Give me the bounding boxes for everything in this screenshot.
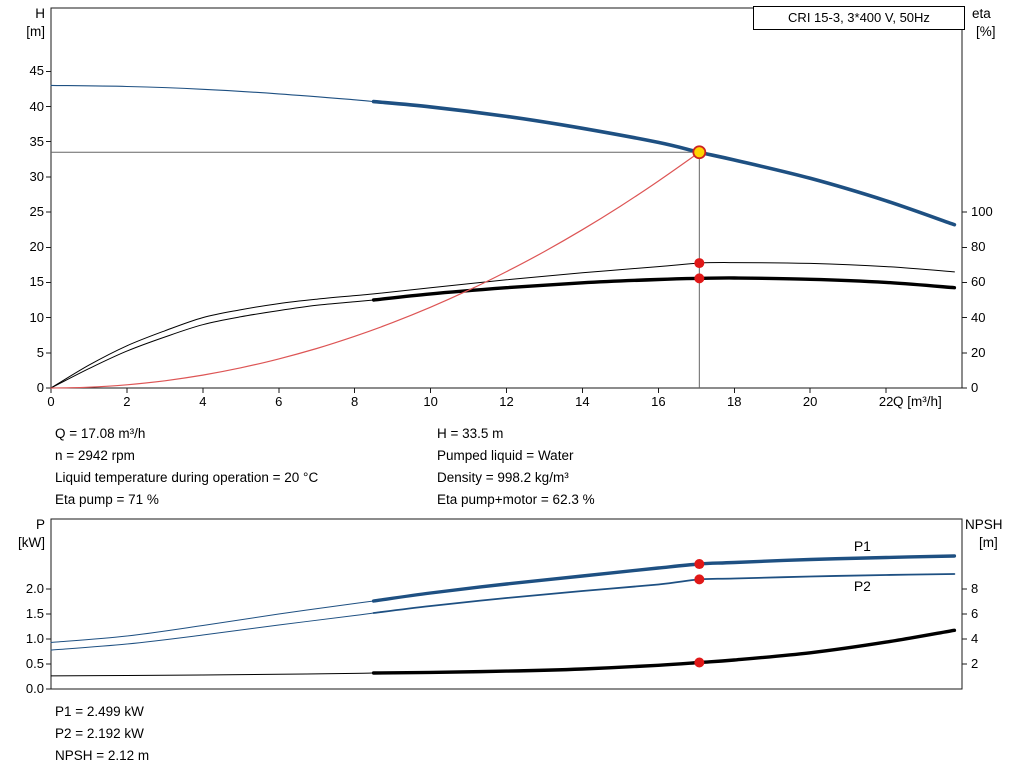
- liquid-temp-text: Liquid temperature during operation = 20…: [55, 470, 319, 485]
- power-npsh-chart-frame: [50, 518, 963, 690]
- eta-pump-curve: [50, 262, 955, 389]
- q-axis-label: Q [m³/h]: [893, 394, 942, 409]
- npsh-curve-thin: [50, 672, 375, 677]
- npsh-curve: [371, 628, 957, 675]
- y-right-tick-label: 60: [971, 274, 986, 290]
- h-axis-letter: H: [35, 6, 45, 21]
- x-tick-label: 10: [423, 394, 438, 409]
- y-left-tick-label: 35: [29, 133, 44, 149]
- p1-curve: [371, 554, 957, 603]
- y-left-tick-label: 1.5: [25, 606, 44, 621]
- y-left-tick-label: 5: [36, 344, 44, 360]
- head-curve: [371, 99, 957, 227]
- y-left-tick-label: 20: [29, 239, 44, 255]
- x-tick-label: 2: [123, 394, 131, 409]
- eta-pump-motor-curve: [371, 276, 957, 302]
- y-right-tick-label: 4: [971, 631, 979, 646]
- curve-label-p1: P1: [853, 537, 871, 554]
- x-tick-label: 18: [727, 394, 742, 409]
- p2-dot: [694, 574, 705, 585]
- y-right-tick-label: 20: [971, 344, 986, 360]
- p1-dot: [694, 559, 705, 570]
- h-axis-unit: [m]: [26, 24, 45, 39]
- y-left-tick-label: 0: [36, 380, 44, 395]
- x-tick-label: 4: [199, 394, 207, 409]
- p1-value-text: P1 = 2.499 kW: [55, 704, 144, 719]
- eta-pump-motor-text: Eta pump+motor = 62.3 %: [437, 492, 595, 507]
- y-right-tick-label: 100: [971, 204, 993, 220]
- npsh-dot: [694, 657, 705, 668]
- y-left-tick-label: 2.0: [25, 581, 44, 596]
- eta-axis-letter: eta: [972, 6, 991, 21]
- x-tick-label: 0: [47, 394, 55, 409]
- p-axis-unit: [kW]: [18, 535, 45, 550]
- p-axis-letter: P: [35, 517, 45, 532]
- pumped-liquid-text: Pumped liquid = Water: [437, 448, 574, 463]
- duty-h-text: H = 33.5 m: [437, 426, 504, 441]
- y-left-tick-label: 0.0: [25, 681, 44, 696]
- y-left-tick-label: 15: [29, 274, 44, 290]
- y-left-tick-label: 10: [29, 309, 44, 325]
- curve-label-p2: P2: [853, 578, 871, 594]
- system-curve: [50, 151, 700, 389]
- x-tick-label: 6: [275, 394, 283, 409]
- y-left-tick-label: 0.5: [25, 656, 44, 671]
- npsh-value-text: NPSH = 2.12 m: [55, 748, 150, 763]
- npsh-axis-letter: NPSH: [965, 517, 1003, 532]
- y-right-tick-label: 2: [971, 656, 979, 671]
- hq-eta-chart: [46, 7, 967, 393]
- x-tick-label: 12: [499, 394, 514, 409]
- eta-pump-motor-dot: [694, 273, 705, 284]
- head-curve-thin: [50, 84, 375, 103]
- speed-text: n = 2942 rpm: [55, 448, 135, 463]
- p2-value-text: P2 = 2.192 kW: [55, 726, 144, 741]
- x-tick-label: 8: [351, 394, 359, 409]
- npsh-axis-unit: [m]: [979, 535, 998, 550]
- eta-pump-dot: [694, 258, 705, 269]
- pump-title-box: CRI 15-3, 3*400 V, 50Hz: [753, 6, 965, 30]
- x-tick-label: 14: [575, 394, 590, 409]
- eta-pump-text: Eta pump = 71 %: [55, 492, 159, 507]
- p2-curve-thin: [50, 612, 375, 651]
- y-right-tick-label: 80: [971, 239, 986, 255]
- y-left-tick-label: 40: [29, 98, 44, 114]
- y-right-tick-label: 8: [971, 581, 979, 596]
- y-left-tick-label: 25: [29, 204, 44, 220]
- eta-pump-motor-curve-thin: [50, 299, 375, 389]
- x-tick-label: 16: [651, 394, 666, 409]
- x-tick-label: 20: [802, 394, 818, 409]
- p2-curve: [372, 573, 956, 614]
- y-right-tick-label: 6: [971, 606, 979, 621]
- p1-curve-thin: [50, 600, 375, 643]
- y-right-tick-label: 40: [971, 309, 986, 325]
- y-right-tick-label: 0: [971, 380, 979, 395]
- duty-q-text: Q = 17.08 m³/h: [55, 426, 146, 441]
- power-npsh-chart: [46, 518, 967, 690]
- duty-point-marker: [692, 145, 707, 160]
- eta-axis-unit: [%]: [976, 24, 996, 39]
- x-tick-label: 22: [878, 394, 894, 409]
- y-left-tick-label: 30: [29, 168, 44, 184]
- y-left-tick-label: 1.0: [25, 631, 44, 646]
- density-text: Density = 998.2 kg/m³: [437, 470, 569, 485]
- y-left-tick-label: 45: [29, 63, 44, 79]
